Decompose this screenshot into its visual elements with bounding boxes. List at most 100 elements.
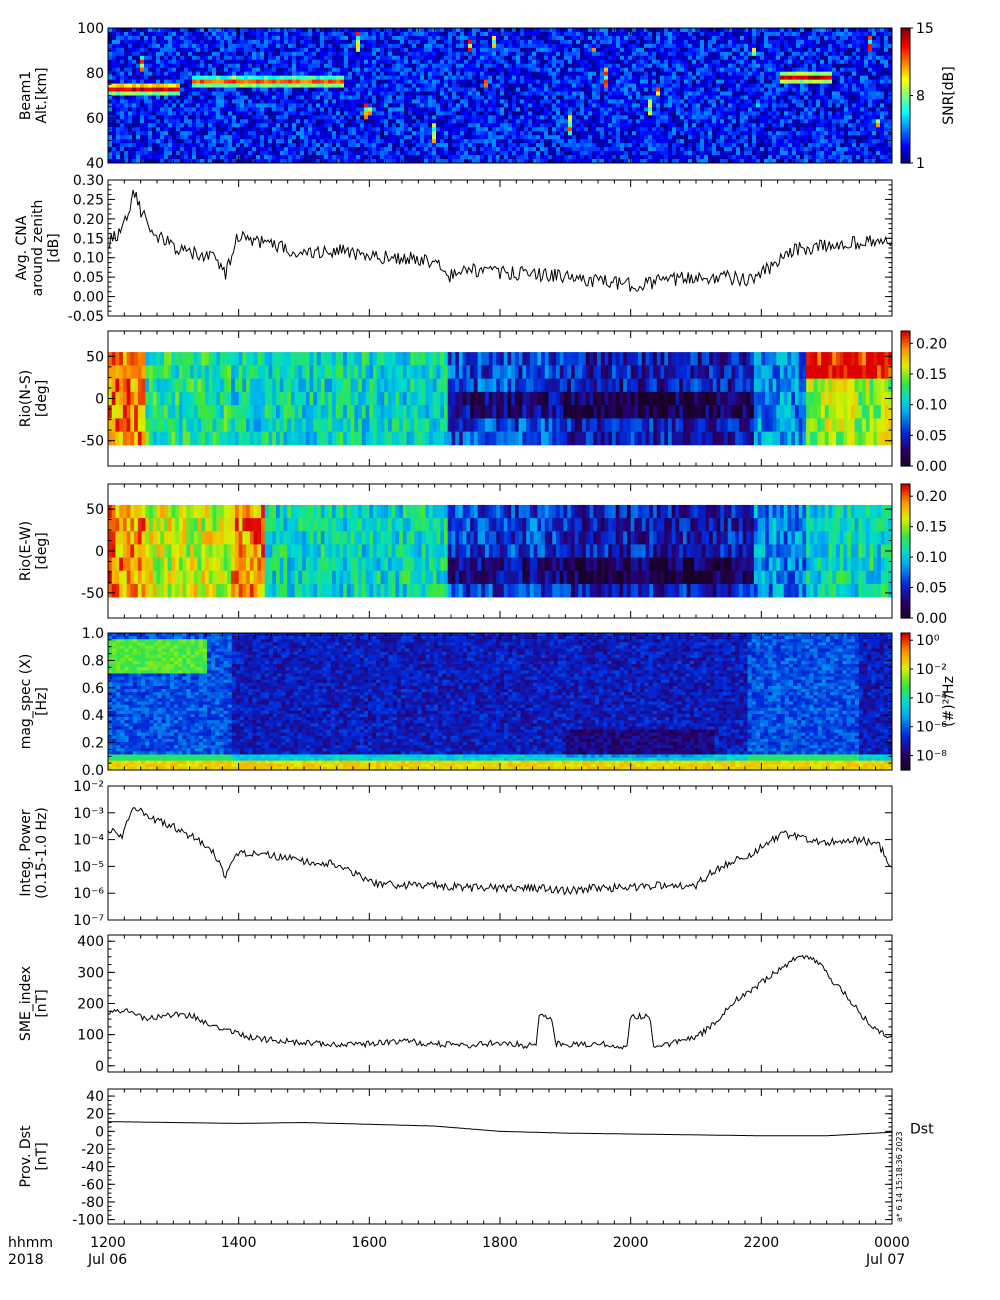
- cna-y-label: [dB]: [46, 233, 62, 262]
- footer-year-label: 2018: [8, 1252, 44, 1268]
- cna-frame: [107, 179, 893, 317]
- rio_ns-y-tick-label: -50: [81, 434, 104, 450]
- magspec-heatmap: [108, 633, 893, 771]
- dst-y-axis: 40 200 -20 -40-60 -80 -100 Prov. Dst [nT]: [18, 1089, 892, 1229]
- sme-y-tick-label: 400: [77, 934, 104, 950]
- sme-time-ticks: [107, 935, 893, 1072]
- magspec-colorbar-tick-label: 10⁻⁸: [916, 749, 947, 765]
- cna-y-axis: 0.30 0.25 0.20 0.15 0.10 0.05 0.00 -0.05 Avg. CN…: [14, 173, 892, 325]
- sme-y-label: [nT]: [34, 989, 50, 1017]
- rio_ns-colorbar-tick-label: 0.05: [916, 428, 947, 444]
- power-y-tick-label: 10⁻²: [73, 779, 104, 795]
- rio_ns-colorbar-tick-label: 0.10: [916, 398, 947, 414]
- footer-hhmm-label: hhmm: [8, 1235, 53, 1251]
- power-y-tick-label: 10⁻⁵: [73, 859, 104, 875]
- power-y-tick-label: 10⁻³: [73, 806, 104, 822]
- x-tick-label: 1600: [352, 1235, 388, 1251]
- cna-time-ticks: [107, 180, 893, 316]
- beam1-y-tick-label: 100: [77, 21, 104, 37]
- power-y-label: Integ. Power: [18, 809, 34, 896]
- dst-y-tick-label: -80: [81, 1195, 104, 1211]
- rio_ew-time-ticks: [107, 484, 893, 618]
- dst-time-ticks: [107, 1089, 893, 1224]
- rio_ew-colorbar-tick-label: 0.15: [916, 520, 947, 536]
- cna-series-line: [107, 189, 893, 292]
- cna-y-label: around zenith: [30, 200, 46, 297]
- power-series-line: [107, 807, 893, 896]
- x-tick-label: 1200: [90, 1235, 126, 1251]
- beam1-colorbar-tick-label: 15: [916, 21, 934, 37]
- sme-y-axis: 400 300 200 100 0 SME_index [nT]: [18, 934, 892, 1075]
- dst-y-tick-label: -60: [81, 1177, 104, 1193]
- cna-y-tick-label: 0.00: [73, 290, 104, 306]
- rio_ew-y-tick-label: 0: [95, 544, 104, 560]
- power-y-tick-label: 10⁻⁴: [73, 833, 104, 849]
- cna-y-tick-label: 0.30: [73, 173, 104, 189]
- power-time-ticks: [107, 786, 893, 920]
- sme-y-tick-label: 200: [77, 997, 104, 1013]
- x-tick-label: 1400: [221, 1235, 257, 1251]
- cna-y-tick-label: 0.10: [73, 251, 104, 267]
- rio_ns-y-tick-label: 50: [86, 349, 104, 365]
- rio_ns-colorbar-tick-label: 0.20: [916, 336, 947, 352]
- magspec-y-tick-label: 1.0: [82, 626, 104, 642]
- magspec-y-tick-label: 0.6: [82, 681, 104, 697]
- footer-date-end: Jul 07: [865, 1252, 905, 1268]
- magspec-y-tick-label: 0.8: [82, 653, 104, 669]
- power-frame: [107, 785, 893, 921]
- beam1-y-label: Alt.[km]: [34, 67, 50, 123]
- rio_ew-y-label: [deg]: [34, 532, 50, 569]
- beam1-colorbar-tick-label: 1: [916, 156, 925, 172]
- sme-frame: [107, 934, 893, 1073]
- rio_ns-y-label: [deg]: [34, 380, 50, 417]
- sme-y-tick-label: 300: [77, 965, 104, 981]
- beam1-time-ticks: [107, 28, 893, 163]
- cna-y-tick-label: 0.25: [73, 192, 104, 208]
- footer-date-start: Jul 06: [87, 1252, 127, 1268]
- rio_ew-colorbar-tick-label: 0.05: [916, 581, 947, 597]
- rio_ns-heatmap: [108, 352, 893, 446]
- dst-y-tick-label: 20: [86, 1107, 104, 1123]
- rio_ew-colorbar-tick-label: 0.20: [916, 489, 947, 505]
- magspec-time-ticks: [107, 633, 893, 770]
- dst-y-label: [nT]: [34, 1142, 50, 1170]
- magspec-y-axis: 1.0 0.8 0.6 0.4 0.2 0.0 mag_spec (X) [Hz]: [18, 626, 892, 779]
- beam1-y-label: Beam1: [18, 71, 34, 120]
- rio_ns-y-axis: 50 0 -50 Rio(N-S) [deg]: [18, 349, 892, 450]
- rio_ns-colorbar: 0.20 0.15 0.10 0.05 0.00: [900, 330, 947, 475]
- power-y-label: (0.15-1.0 Hz): [34, 807, 50, 899]
- power-y-axis: 10⁻² 10⁻³ 10⁻⁴ 10⁻⁵ 10⁻⁶ 10⁻⁷ Integ. Power (0.1…: [18, 779, 892, 929]
- cna-y-tick-label: 0.20: [73, 212, 104, 228]
- rio_ns-colorbar-tick-label: 0.00: [916, 459, 947, 475]
- rio_ew-colorbar-tick-label: 0.10: [916, 550, 947, 566]
- x-tick-label: 1800: [482, 1235, 518, 1251]
- footer-time-stamp: a* 6 14 15:18:36 2023: [895, 1131, 904, 1222]
- magspec-colorbar-tick-label: 10⁰: [916, 633, 940, 649]
- rio_ew-heatmap: [108, 504, 893, 598]
- dst-y-label: Prov. Dst: [18, 1125, 34, 1187]
- figure-content: 15 8 1 SNR[dB] 100 80 60 40 Beam1 Alt.[km] 0.30 0.2…: [14, 21, 957, 1251]
- cna-y-tick-label: -0.05: [68, 309, 104, 325]
- beam1-y-tick-label: 80: [86, 66, 104, 82]
- rio_ns-y-label: Rio(N-S): [18, 370, 34, 428]
- rio_ew-colorbar: 0.20 0.15 0.10 0.05 0.00: [900, 483, 947, 627]
- sme-y-tick-label: 0: [95, 1059, 104, 1075]
- magspec-y-label: [Hz]: [34, 687, 50, 716]
- beam1-colorbar: 15 8 1 SNR[dB]: [900, 21, 957, 172]
- magspec-colorbar-label: (#)²/Hz: [941, 676, 957, 727]
- power-y-tick-label: 10⁻⁶: [73, 886, 104, 902]
- cna-y-tick-label: 0.15: [73, 231, 104, 247]
- dst-y-tick-label: -100: [72, 1213, 104, 1229]
- rio_ns-time-ticks: [107, 331, 893, 466]
- x-tick-label: 0000: [874, 1235, 910, 1251]
- x-tick-label: 2000: [613, 1235, 649, 1251]
- dst-frame: [107, 1088, 893, 1225]
- dst-y-tick-label: 40: [86, 1089, 104, 1105]
- rio_ns-colorbar-tick-label: 0.15: [916, 367, 947, 383]
- cna-y-tick-label: 0.05: [73, 270, 104, 286]
- dst-y-tick-label: -40: [81, 1160, 104, 1176]
- rio_ew-y-label: Rio(E-W): [18, 521, 34, 581]
- power-y-tick-label: 10⁻⁷: [73, 913, 104, 929]
- magspec-y-tick-label: 0.4: [82, 708, 104, 724]
